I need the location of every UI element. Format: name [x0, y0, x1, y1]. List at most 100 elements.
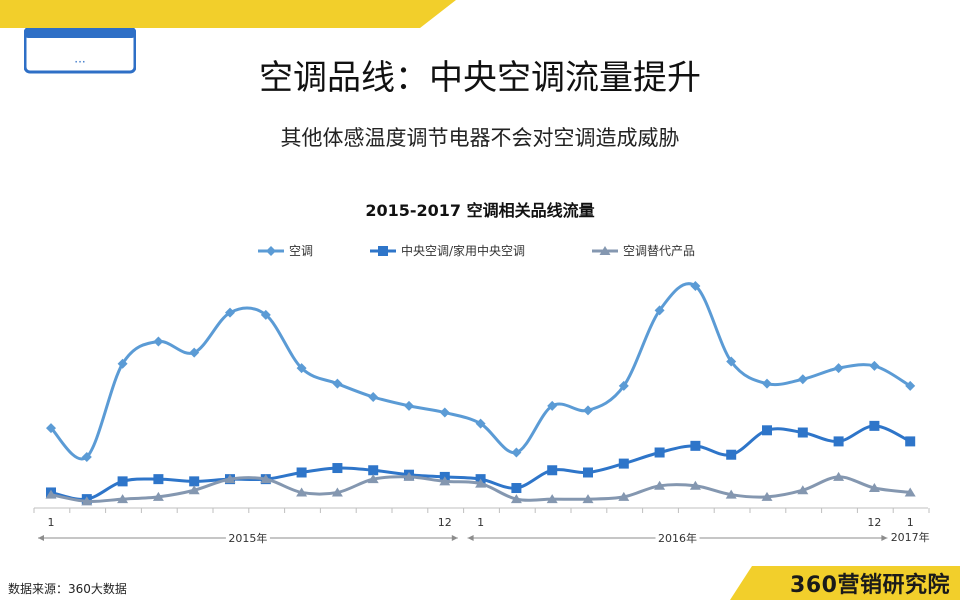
data-point [188, 485, 200, 495]
ac-dots: ··· [74, 55, 85, 69]
data-point [260, 309, 271, 320]
data-point [368, 465, 379, 476]
data-point [81, 451, 92, 462]
data-point [46, 423, 56, 434]
chart-title: 2015-2017 空调相关品线流量 [365, 201, 595, 220]
legend-label: 空调 [289, 244, 313, 258]
page-title: 空调品线：中央空调流量提升 [259, 58, 701, 98]
year-label-background [225, 531, 270, 545]
year-bracket-arrow-left [467, 535, 474, 541]
data-point [797, 374, 808, 385]
data-point [439, 407, 450, 418]
data-point [833, 471, 845, 481]
data-point [761, 491, 773, 501]
data-point [618, 380, 629, 391]
air-conditioner-icon: ··· [24, 28, 136, 74]
data-point [833, 436, 844, 447]
data-point [117, 476, 128, 487]
data-point [189, 347, 200, 358]
brand-text: 营销研究院 [837, 573, 950, 598]
data-point [475, 418, 486, 429]
data-point [511, 447, 522, 458]
data-point [367, 474, 379, 484]
data-point [225, 307, 235, 318]
data-point [296, 487, 308, 497]
data-point [510, 494, 522, 504]
legend-marker [266, 246, 276, 256]
data-point [152, 491, 164, 501]
data-point [189, 476, 200, 487]
data-point [654, 480, 666, 490]
data-point [797, 427, 808, 438]
data-point [726, 449, 737, 460]
legend-label: 空调替代产品 [623, 244, 695, 258]
data-point [654, 447, 665, 458]
data-point [368, 392, 379, 402]
data-point [547, 400, 558, 411]
data-source-note: 数据来源：360大数据 [8, 582, 127, 596]
series-line [49, 282, 911, 461]
data-point [296, 363, 307, 374]
data-point [833, 363, 844, 374]
data-point [726, 356, 737, 367]
data-point [332, 463, 343, 474]
data-point [725, 489, 737, 499]
data-point [475, 478, 487, 488]
data-point [690, 440, 701, 451]
data-point [332, 378, 343, 389]
data-point [797, 485, 809, 495]
data-point [618, 458, 629, 469]
legend-marker [378, 246, 388, 256]
top-accent-band [0, 0, 456, 28]
data-point [296, 467, 307, 478]
brand-logo: 360营销研究院 [790, 567, 950, 599]
data-point [762, 425, 772, 436]
legend-label: 中央空调/家用中央空调 [401, 243, 525, 258]
data-point [547, 465, 558, 476]
data-point [582, 494, 594, 504]
data-point [439, 476, 451, 486]
x-tick-label: 12 [438, 516, 452, 529]
legend-marker [599, 246, 611, 255]
x-tick-label: 1 [48, 516, 55, 529]
data-point [404, 400, 414, 411]
year-bracket-arrow-left [38, 535, 44, 541]
data-point [153, 336, 164, 347]
data-point [511, 483, 522, 494]
data-point [869, 360, 880, 371]
data-point [403, 471, 415, 481]
year-label-background [655, 531, 700, 545]
data-point [45, 489, 57, 499]
x-tick-label: 12 [867, 516, 881, 529]
page-subtitle: 其他体感温度调节电器不会对空调造成威胁 [280, 126, 680, 150]
data-point [654, 305, 665, 316]
x-tick-label: 1 [477, 516, 484, 529]
year-label: 2015年 [228, 531, 267, 545]
year-bracket-arrow-right [451, 535, 458, 541]
data-point [260, 474, 272, 484]
line-chart: 1 12 1 12 1 2015年 2016年 2017年 空调 中央空调/家用中央空调 空调替代产… [33, 243, 930, 545]
data-point [117, 494, 129, 504]
data-point [904, 487, 916, 497]
data-point [546, 494, 558, 504]
year-bracket-arrow-right [881, 535, 888, 541]
data-point [689, 480, 701, 490]
data-point [81, 496, 93, 506]
data-point [690, 281, 701, 291]
data-point [583, 467, 593, 478]
data-point [762, 378, 772, 389]
data-point [331, 487, 343, 497]
data-point [583, 405, 593, 416]
data-point [869, 420, 880, 431]
data-point [905, 380, 916, 391]
data-point [868, 483, 880, 493]
brand-digits: 360 [790, 573, 838, 598]
year-label: 2017年 [891, 530, 930, 544]
data-point [905, 436, 916, 447]
brand-accent-band [730, 566, 960, 600]
data-point [618, 491, 630, 501]
data-point [224, 474, 236, 484]
data-point [117, 358, 128, 369]
data-point [153, 474, 164, 485]
series-line [50, 424, 911, 501]
